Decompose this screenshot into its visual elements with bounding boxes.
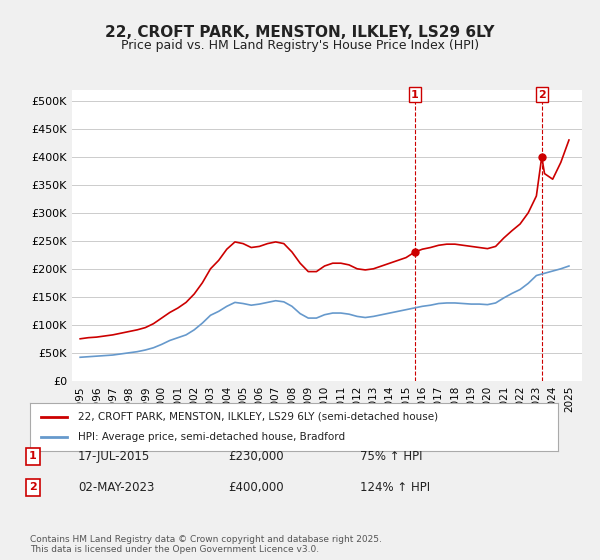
Text: Price paid vs. HM Land Registry's House Price Index (HPI): Price paid vs. HM Land Registry's House … [121, 39, 479, 52]
Text: 124% ↑ HPI: 124% ↑ HPI [360, 480, 430, 494]
Text: £230,000: £230,000 [228, 450, 284, 463]
Text: Contains HM Land Registry data © Crown copyright and database right 2025.
This d: Contains HM Land Registry data © Crown c… [30, 535, 382, 554]
Text: 22, CROFT PARK, MENSTON, ILKLEY, LS29 6LY (semi-detached house): 22, CROFT PARK, MENSTON, ILKLEY, LS29 6L… [77, 412, 437, 422]
Text: 22, CROFT PARK, MENSTON, ILKLEY, LS29 6LY: 22, CROFT PARK, MENSTON, ILKLEY, LS29 6L… [105, 25, 495, 40]
Text: 2: 2 [538, 90, 545, 100]
Text: 17-JUL-2015: 17-JUL-2015 [78, 450, 150, 463]
Text: 1: 1 [29, 451, 37, 461]
Text: 02-MAY-2023: 02-MAY-2023 [78, 480, 154, 494]
Text: £400,000: £400,000 [228, 480, 284, 494]
Text: HPI: Average price, semi-detached house, Bradford: HPI: Average price, semi-detached house,… [77, 432, 344, 442]
Text: 2: 2 [29, 482, 37, 492]
Text: 1: 1 [411, 90, 419, 100]
Text: 75% ↑ HPI: 75% ↑ HPI [360, 450, 422, 463]
